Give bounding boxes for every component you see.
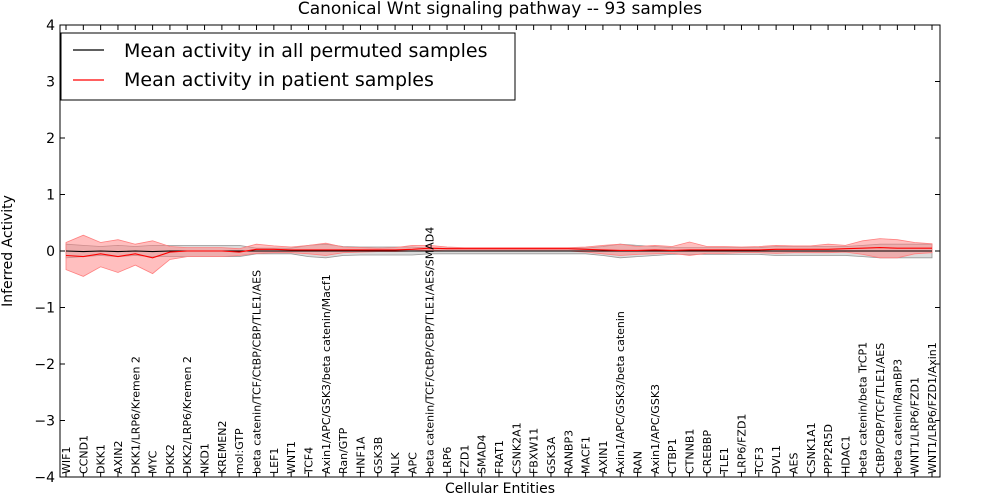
category-label: GSK3A bbox=[545, 436, 558, 474]
category-label: mol:GTP bbox=[233, 428, 246, 474]
category-label: beta catenin/beta TrCP1 bbox=[857, 342, 870, 474]
category-label: DKK1/LRP6/Kremen 2 bbox=[129, 356, 142, 474]
category-label: CTNNB1 bbox=[684, 429, 697, 474]
category-label: MYC bbox=[147, 450, 160, 474]
category-label: MACF1 bbox=[580, 436, 593, 474]
category-label: NKD1 bbox=[199, 443, 212, 474]
category-label: TLE1 bbox=[718, 447, 731, 475]
category-label: Axin1/APC/GSK3/beta catenin bbox=[614, 311, 627, 474]
category-label: AXIN2 bbox=[112, 440, 125, 474]
category-label: FRAT1 bbox=[493, 440, 506, 474]
category-label: APC bbox=[406, 452, 419, 474]
category-label: CSNK2A1 bbox=[510, 422, 523, 474]
y-axis: 4 3 2 1 0 −1 −2 −3 −4 bbox=[34, 18, 940, 486]
category-label: beta catenin/RanBP3 bbox=[891, 359, 904, 474]
category-label: PPP2R5D bbox=[822, 424, 835, 474]
y-tick-label: −1 bbox=[34, 301, 55, 317]
category-label: TCF3 bbox=[753, 447, 766, 475]
legend-label-patient: Mean activity in patient samples bbox=[124, 69, 434, 91]
category-label: KREMEN2 bbox=[216, 421, 229, 474]
category-label: LRP6 bbox=[441, 447, 454, 474]
y-tick-label: 3 bbox=[46, 75, 55, 91]
confidence-bands bbox=[65, 234, 933, 277]
category-label: NLK bbox=[389, 452, 402, 474]
category-label: DKK2/LRP6/Kremen 2 bbox=[181, 356, 194, 474]
category-label: RANBP3 bbox=[562, 430, 575, 474]
category-label: LEF1 bbox=[268, 448, 281, 474]
legend-box bbox=[60, 32, 516, 101]
band-series-1 bbox=[65, 234, 933, 277]
category-label: WNT1 bbox=[285, 441, 298, 474]
category-label: DVL1 bbox=[770, 445, 783, 474]
y-tick-label: −4 bbox=[34, 470, 55, 486]
category-label: Axin1/APC/GSK3 bbox=[649, 384, 662, 474]
category-label: FZD1 bbox=[458, 445, 471, 474]
category-label: AXIN1 bbox=[597, 440, 610, 474]
line-series-1 bbox=[65, 247, 932, 259]
category-label: CtBP/CBP/TCF/TLE1/AES bbox=[874, 343, 887, 474]
y-tick-label: 4 bbox=[46, 18, 55, 34]
y-tick-label: −3 bbox=[34, 414, 55, 430]
y-tick-label: 1 bbox=[46, 188, 55, 204]
category-label: FBXW11 bbox=[528, 428, 541, 474]
category-label: TCF4 bbox=[302, 447, 315, 475]
category-labels: WIF1 CCND1 DKK1 AXIN2 DKK1/LRP6/Kremen 2 MYC D… bbox=[60, 227, 939, 475]
category-label: beta catenin/TCF/CtBP/CBP/TLE1/AES/SMAD4 bbox=[424, 227, 437, 474]
y-tick-label: 2 bbox=[46, 131, 55, 147]
category-label: Axin1/APC/GSK3/beta catenin/Macf1 bbox=[320, 274, 333, 474]
category-label: HDAC1 bbox=[839, 435, 852, 474]
y-tick-label: 0 bbox=[46, 244, 55, 260]
category-label: CTBP1 bbox=[666, 438, 679, 474]
y-axis-label: Inferred Activity bbox=[0, 195, 16, 307]
category-label: CCND1 bbox=[77, 435, 90, 474]
category-label: RAN bbox=[632, 451, 645, 474]
x-axis bbox=[65, 25, 933, 477]
category-label: GSK3B bbox=[372, 437, 385, 474]
category-label: CREBBP bbox=[701, 430, 714, 474]
category-label: CSNK1A1 bbox=[805, 422, 818, 474]
category-label: AES bbox=[787, 453, 800, 474]
legend: Mean activity in all permuted samples Me… bbox=[60, 32, 516, 101]
category-label: Ran/GTP bbox=[337, 427, 350, 474]
chart-title: Canonical Wnt signaling pathway -- 93 sa… bbox=[298, 0, 702, 19]
category-label: DKK2 bbox=[164, 444, 177, 474]
category-label: HNF1A bbox=[354, 436, 367, 474]
category-label: beta catenin/TCF/CtBP/CBP/TLE1/AES bbox=[251, 270, 264, 474]
series-lines bbox=[65, 247, 932, 259]
x-axis-label: Cellular Entities bbox=[445, 481, 555, 497]
category-label: LRP6/FZD1 bbox=[735, 414, 748, 474]
category-label: DKK1 bbox=[95, 444, 108, 474]
category-label: WIF1 bbox=[60, 447, 73, 474]
category-label: WNT1/LRP6/FZD1/Axin1 bbox=[926, 342, 939, 474]
category-label: WNT1/LRP6/FZD1 bbox=[909, 377, 922, 474]
category-label: SMAD4 bbox=[476, 435, 489, 474]
legend-label-permuted: Mean activity in all permuted samples bbox=[124, 40, 487, 62]
y-tick-label: −2 bbox=[34, 357, 55, 373]
